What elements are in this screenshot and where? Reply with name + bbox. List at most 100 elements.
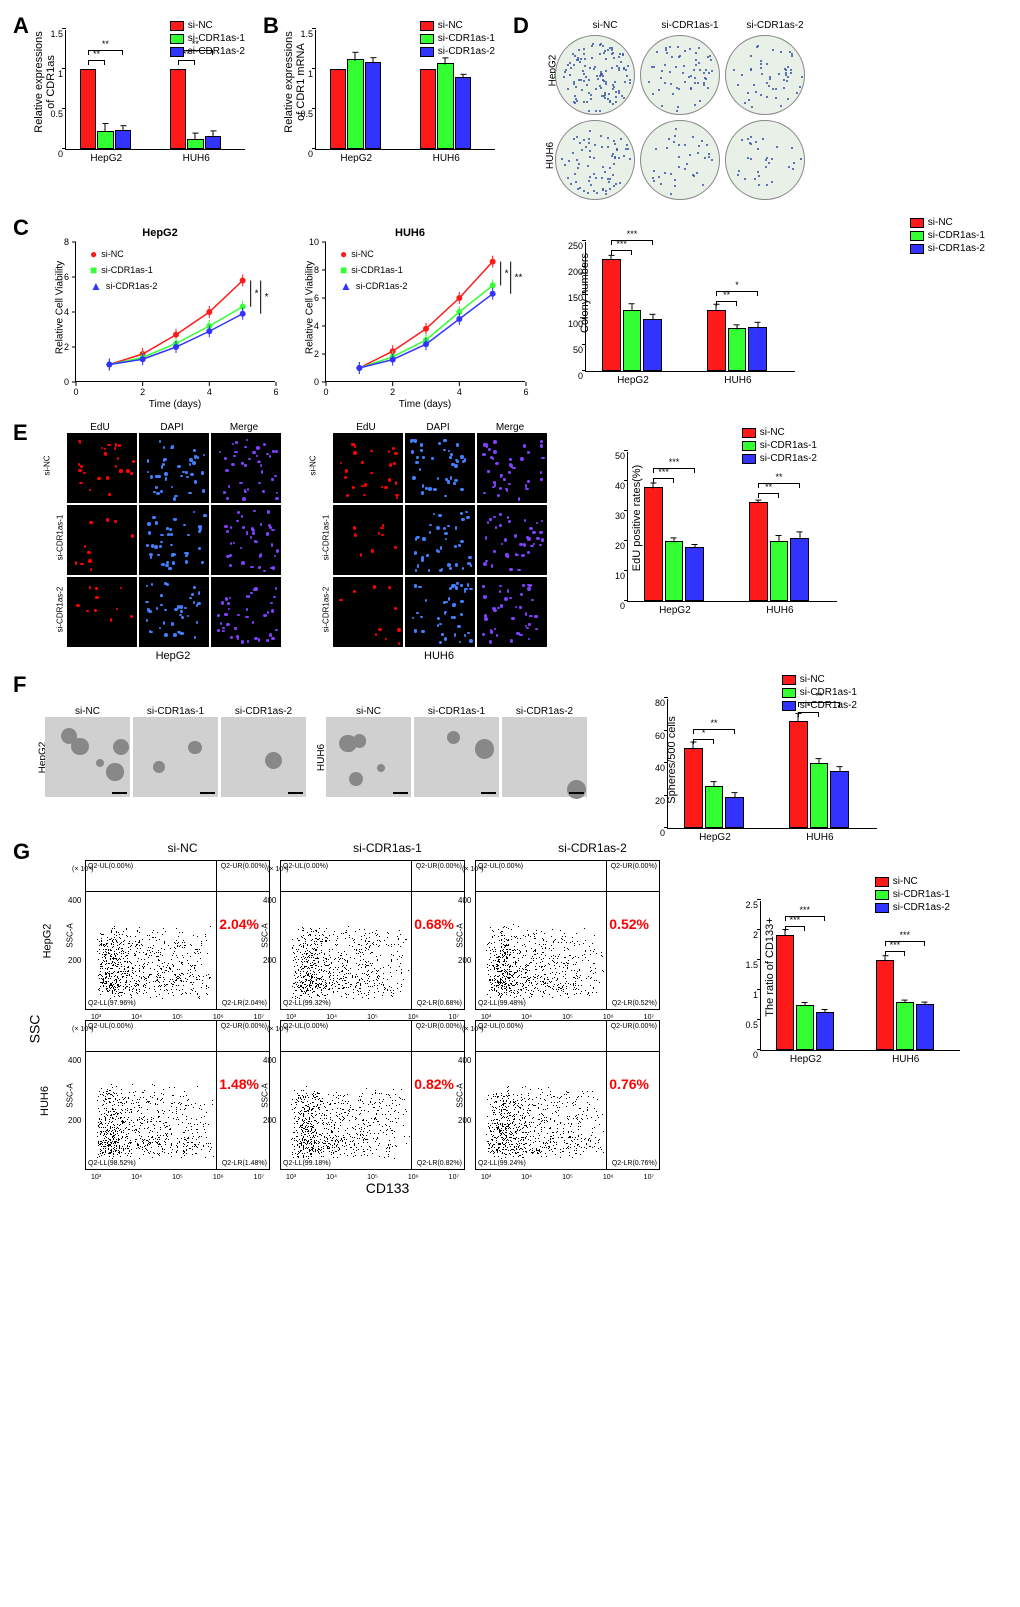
legend-item: si-NC <box>742 427 817 438</box>
bar <box>187 139 203 149</box>
edu-row-label: si-CDR1as-2 <box>321 587 330 633</box>
edu-image <box>67 433 137 503</box>
x-tick-label: HUH6 <box>892 1054 919 1065</box>
flow-pct: 1.48% <box>219 1076 259 1092</box>
flow-lr: Q2-LR(2.04%) <box>222 1000 267 1007</box>
line-chart-legend: ●si-NC■si-CDR1as-1▲si-CDR1as-2 <box>340 247 407 293</box>
flow-ytick: 200 <box>458 1116 471 1125</box>
flow-plot: Q2-UL(0.00%) Q2-UR(0.00%) Q2-LL(99.32%) … <box>280 860 465 1010</box>
flow-plot: Q2-UL(0.00%) Q2-UR(0.00%) Q2-LL(99.48%) … <box>475 860 660 1010</box>
chart-xlabel: Time (days) <box>75 399 275 410</box>
legend-item: si-CDR1as-1 <box>875 889 950 900</box>
svg-text:4: 4 <box>207 387 212 397</box>
panel-e-label: E <box>13 420 28 446</box>
legend-item: si-CDR1as-1 <box>782 687 857 698</box>
chart-ylabel: Relative Cell Viability <box>55 258 66 358</box>
panel-b: B 00.511.5HepG2HUH6 Relative expressions… <box>265 15 505 205</box>
panel-e-ylabel: EdU positive rates(%) <box>631 453 643 583</box>
well-label: si-NC <box>565 20 645 31</box>
edu-image <box>405 505 475 575</box>
bar <box>830 771 849 828</box>
flow-ll: Q2-LL(99.18%) <box>283 1160 331 1167</box>
panel-c-label: C <box>13 215 29 241</box>
svg-text:6: 6 <box>273 387 278 397</box>
sphere-image <box>133 717 218 797</box>
bar <box>644 487 663 601</box>
edu-image <box>477 505 547 575</box>
flow-plot: Q2-UL(0.00%) Q2-UR(0.00%) Q2-LL(97.96%) … <box>85 860 270 1010</box>
bar <box>347 59 363 149</box>
flow-pct: 0.76% <box>609 1076 649 1092</box>
edu-col-label: DAPI <box>137 422 207 433</box>
flow-ytick: 200 <box>68 956 81 965</box>
panel-a-label: A <box>13 13 29 39</box>
bar <box>365 62 381 149</box>
flow-ll: Q2-LL(99.48%) <box>478 1000 526 1007</box>
flow-yscale: (× 10⁴) <box>267 1026 289 1033</box>
flow-side-label: HepG2 <box>41 924 53 959</box>
panel-c: C HepG2 024680246** Relative Cell Viabil… <box>15 217 515 410</box>
sphere-top-label: si-CDR1as-2 <box>221 706 306 717</box>
edu-cellline-label: HUH6 <box>311 650 547 662</box>
flow-ur: Q2-UR(0.00%) <box>416 1023 462 1030</box>
edu-image <box>405 577 475 647</box>
legend-item: si-CDR1as-1 <box>742 440 817 451</box>
edu-row-label: si-CDR1as-2 <box>55 587 64 633</box>
panel-g-bar-chart: 00.511.522.5HepG2******HUH6****** <box>760 901 960 1051</box>
x-tick-label: HUH6 <box>724 375 751 386</box>
edu-image <box>211 577 281 647</box>
legend-item: si-NC <box>170 20 245 31</box>
flow-plot: Q2-UL(0.00%) Q2-UR(0.00%) Q2-LL(98.52%) … <box>85 1020 270 1170</box>
edu-image <box>139 577 209 647</box>
svg-text:2: 2 <box>390 387 395 397</box>
flow-ytick: 400 <box>263 1056 276 1065</box>
well-label: si-CDR1as-1 <box>650 20 730 31</box>
flow-pct: 2.04% <box>219 916 259 932</box>
bar <box>748 327 767 371</box>
svg-text:4: 4 <box>457 387 462 397</box>
flow-ll: Q2-LL(97.96%) <box>88 1000 136 1007</box>
panel-e-legend: si-NCsi-CDR1as-1si-CDR1as-2 <box>742 427 817 464</box>
bar <box>707 310 726 371</box>
flow-xticks: 10³10⁴10⁵10⁶10⁷ <box>476 1174 659 1181</box>
svg-text:*: * <box>505 269 509 280</box>
panel-f-legend: si-NCsi-CDR1as-1si-CDR1as-2 <box>782 674 857 711</box>
flow-ytick: 200 <box>458 956 471 965</box>
flow-yaxis-inner: SSC-A <box>456 1083 465 1107</box>
sphere-top-label: si-NC <box>326 706 411 717</box>
panel-d-label: D <box>513 13 529 39</box>
svg-text:*: * <box>255 289 259 300</box>
flow-yscale: (× 10⁴) <box>462 1026 484 1033</box>
flow-ul: Q2-UL(0.00%) <box>88 863 133 870</box>
edu-image <box>333 505 403 575</box>
x-tick-label: HepG2 <box>340 153 372 164</box>
flow-ur: Q2-UR(0.00%) <box>221 863 267 870</box>
flow-yaxis-inner: SSC-A <box>66 1083 75 1107</box>
edu-cellline-label: HepG2 <box>45 650 281 662</box>
sphere-block: si-NCsi-CDR1as-1si-CDR1as-2HUH6 <box>326 706 587 797</box>
panel-b-legend: si-NCsi-CDR1as-1si-CDR1as-2 <box>420 20 495 57</box>
panel-d-bar-chart: 050100150200250HepG2******HUH6*** <box>585 242 795 372</box>
bar <box>665 541 684 601</box>
edu-block: EdUDAPIMerge si-NC si-CDR1as-1 si-CDR1as… <box>45 422 281 662</box>
flow-top-label: si-NC <box>85 841 280 855</box>
bar <box>205 136 221 149</box>
bar <box>725 797 744 828</box>
edu-row-label: si-NC <box>309 456 318 476</box>
flow-pct: 0.52% <box>609 916 649 932</box>
svg-text:*: * <box>265 292 269 303</box>
edu-image <box>477 577 547 647</box>
colony-well <box>640 35 720 115</box>
panel-f-label: F <box>13 672 26 698</box>
flow-yaxis-inner: SSC-A <box>261 1083 270 1107</box>
edu-image <box>333 433 403 503</box>
flow-ytick: 200 <box>263 956 276 965</box>
panel-e: E EdUDAPIMerge si-NC si-CDR1as-1 si-CDR1… <box>15 422 1005 662</box>
panel-a: A 00.511.5HepG2****HUH6**** Relative exp… <box>15 15 255 205</box>
flow-pct: 0.82% <box>414 1076 454 1092</box>
panel-g-x-axis: CD133 <box>45 1180 690 1196</box>
sphere-top-label: si-CDR1as-1 <box>133 706 218 717</box>
sphere-image <box>221 717 306 797</box>
bar <box>789 721 808 828</box>
flow-ll: Q2-LL(99.24%) <box>478 1160 526 1167</box>
